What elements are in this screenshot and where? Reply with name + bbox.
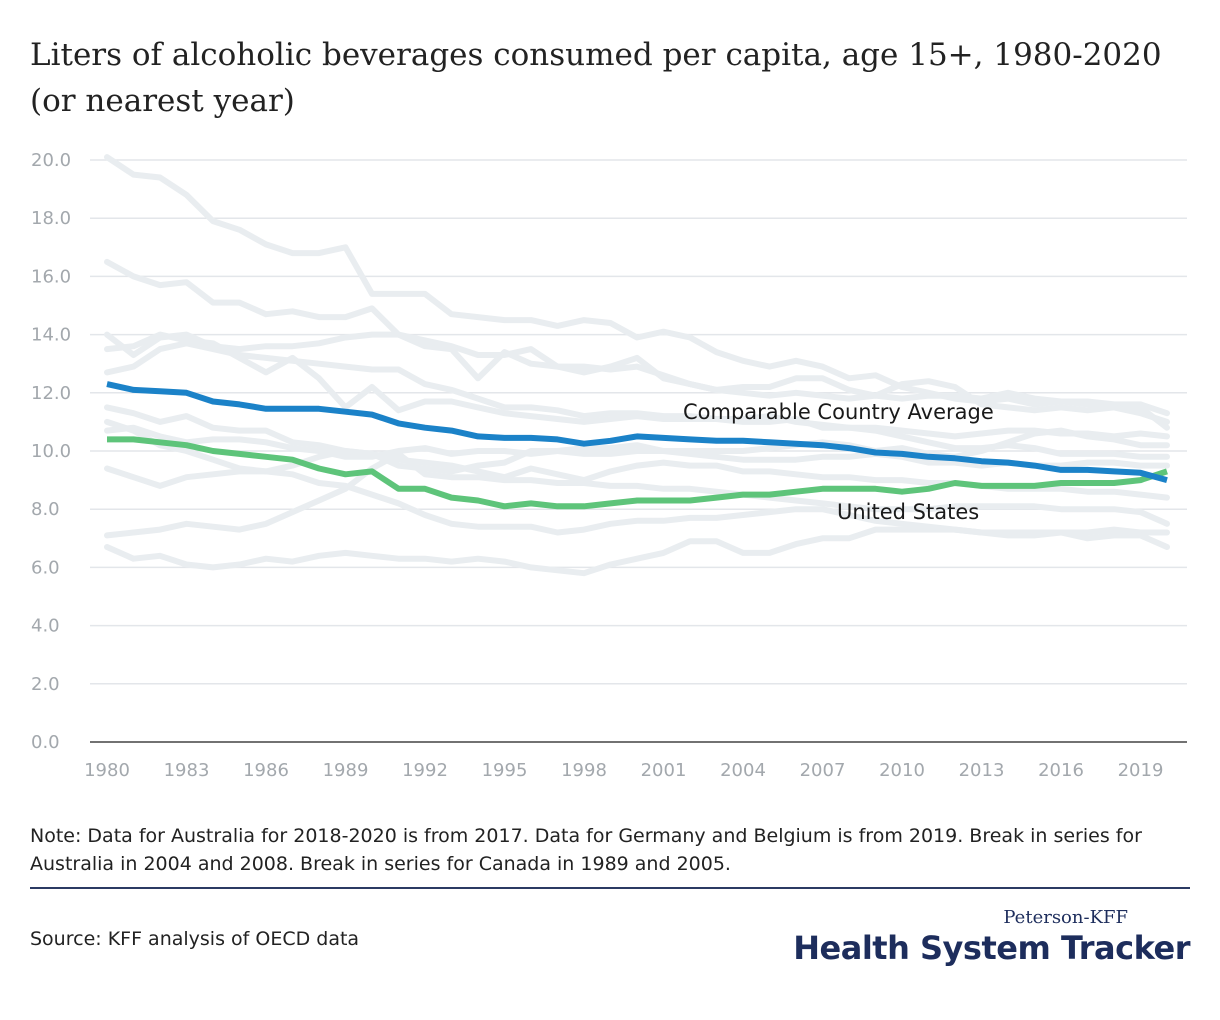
chart-note: Note: Data for Australia for 2018-2020 i… (30, 825, 1142, 875)
average-series-line (106, 381, 1168, 483)
country-series-line (104, 526, 1170, 577)
y-tick-label: 2.0 (31, 674, 60, 695)
us-series-line (107, 436, 1168, 510)
comparable-country-lines (104, 154, 1170, 577)
y-tick-label: 10.0 (31, 441, 71, 462)
x-tick-label: 1992 (402, 760, 448, 781)
country-series-line (104, 340, 1170, 440)
country-series-line (104, 331, 1170, 425)
x-tick-label: 1995 (482, 760, 528, 781)
x-tick-label: 2004 (720, 760, 766, 781)
x-tick-label: 2016 (1038, 760, 1084, 781)
y-tick-label: 20.0 (31, 150, 71, 171)
logo-health-system-tracker: Health System Tracker (793, 929, 1190, 967)
line-chart: 0.02.04.06.08.010.012.014.016.018.020.0 … (31, 150, 1187, 781)
x-tick-label: 1980 (84, 760, 130, 781)
highlighted-series (106, 381, 1168, 510)
y-tick-label: 12.0 (31, 383, 71, 404)
country-series-line (104, 154, 1170, 417)
country-series-line (104, 258, 1170, 431)
y-tick-label: 4.0 (31, 616, 60, 637)
x-tick-label: 1989 (323, 760, 369, 781)
x-tick-label: 2010 (879, 760, 925, 781)
y-tick-label: 18.0 (31, 208, 71, 229)
x-axis-ticks: 1980 1983 1986 1989 1992 1995 1998 2001 2004 2007… (84, 760, 1163, 781)
footer-divider (30, 887, 1190, 889)
country-series-line (104, 427, 1170, 489)
x-tick-label: 2019 (1118, 760, 1164, 781)
x-tick-label: 2001 (641, 760, 687, 781)
x-tick-label: 1983 (164, 760, 210, 781)
source-text: Source: KFF analysis of OECD data (30, 928, 360, 950)
x-tick-label: 1986 (243, 760, 289, 781)
us-series-label: United States (837, 500, 979, 524)
y-tick-label: 14.0 (31, 325, 71, 346)
y-axis-ticks: 0.0 2.0 4.0 6.0 8.0 10.0 12.0 14.0 16.0 18.0 20.0 (31, 150, 71, 753)
y-tick-label: 8.0 (31, 499, 60, 520)
country-series-line (104, 450, 1170, 539)
x-tick-label: 2013 (959, 760, 1005, 781)
x-tick-label: 1998 (561, 760, 607, 781)
y-tick-label: 6.0 (31, 557, 60, 578)
average-series-label: Comparable Country Average (683, 400, 994, 424)
chart-title: Liters of alcoholic beverages consumed p… (30, 37, 1162, 119)
logo-peterson-kff: Peterson-KFF (1003, 907, 1128, 928)
y-tick-label: 0.0 (31, 732, 60, 753)
x-tick-label: 2007 (800, 760, 846, 781)
y-tick-label: 16.0 (31, 266, 71, 287)
